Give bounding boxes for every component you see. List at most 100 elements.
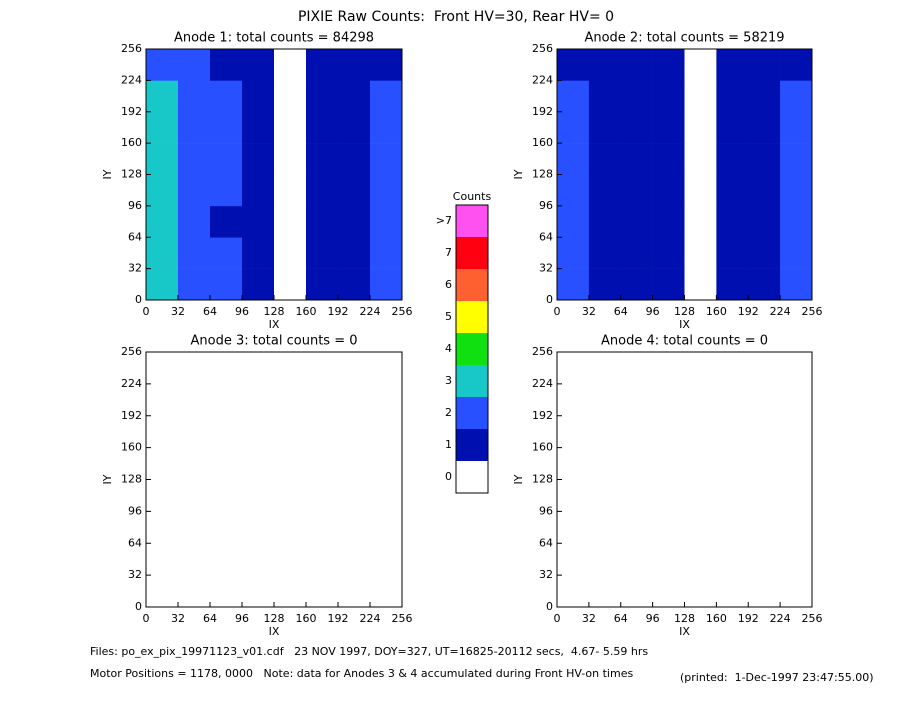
heat-cell xyxy=(780,205,813,238)
heat-cell xyxy=(557,49,590,81)
heat-cell xyxy=(652,268,685,301)
heat-cell xyxy=(748,237,781,269)
heat-cell xyxy=(620,80,653,113)
heat-cell xyxy=(557,352,622,417)
colorbar-swatch xyxy=(456,461,488,493)
heat-cell xyxy=(274,352,339,417)
y-tick-label: 256 xyxy=(532,345,553,358)
x-tick-label: 0 xyxy=(554,305,561,318)
panel-title: Anode 2: total counts = 58219 xyxy=(584,31,784,46)
heat-cell xyxy=(370,174,403,207)
heat-cell xyxy=(370,205,403,238)
heat-cell xyxy=(780,237,813,269)
y-tick-label: 224 xyxy=(532,73,553,86)
y-tick-label: 192 xyxy=(121,409,142,422)
panel-title: Anode 4: total counts = 0 xyxy=(601,334,768,349)
y-tick-label: 192 xyxy=(532,409,553,422)
y-tick-label: 128 xyxy=(121,168,142,181)
heat-cell xyxy=(370,111,403,144)
heat-cell xyxy=(716,268,749,301)
heat-cell xyxy=(684,268,717,301)
colorbar-swatch xyxy=(456,269,488,301)
heat-cell xyxy=(146,111,179,144)
y-tick-label: 128 xyxy=(532,168,553,181)
x-axis-label: IX xyxy=(269,318,280,331)
heat-cell xyxy=(620,543,685,608)
x-tick-label: 192 xyxy=(738,305,759,318)
heat-cell xyxy=(306,237,339,269)
y-tick-label: 96 xyxy=(539,199,553,212)
heat-cell xyxy=(652,80,685,113)
heat-cell xyxy=(780,49,813,81)
heat-cell xyxy=(306,143,339,175)
heat-cell xyxy=(146,205,179,238)
heat-cell xyxy=(557,174,590,207)
heat-cell xyxy=(620,205,653,238)
x-tick-label: 256 xyxy=(392,612,413,625)
heat-cell xyxy=(716,49,749,81)
heat-cell xyxy=(588,205,622,238)
x-tick-label: 224 xyxy=(770,305,791,318)
heat-cell xyxy=(274,237,307,269)
x-tick-label: 128 xyxy=(674,612,695,625)
colorbar-label: 4 xyxy=(445,342,452,355)
x-tick-label: 64 xyxy=(203,612,217,625)
heat-cell xyxy=(620,111,653,144)
heat-cell xyxy=(370,237,403,269)
x-axis-label: IX xyxy=(679,318,690,331)
x-tick-label: 32 xyxy=(582,612,596,625)
heat-cell xyxy=(684,415,749,480)
y-tick-label: 224 xyxy=(121,73,142,86)
heat-cell xyxy=(748,205,781,238)
heat-cell xyxy=(178,174,211,207)
y-tick-label: 192 xyxy=(532,105,553,118)
x-tick-label: 224 xyxy=(360,612,381,625)
colorbar-swatch xyxy=(456,365,488,397)
heat-cell xyxy=(557,143,590,175)
heat-cell xyxy=(242,80,275,113)
heat-cell xyxy=(146,543,211,608)
x-tick-label: 0 xyxy=(143,305,150,318)
colorbar-label: 5 xyxy=(445,310,452,323)
heat-cell xyxy=(780,174,813,207)
heat-cell xyxy=(716,237,749,269)
colorbar-label: 6 xyxy=(445,278,452,291)
heat-cell xyxy=(178,205,211,238)
heat-cell xyxy=(588,174,622,207)
heat-cell xyxy=(274,205,307,238)
heat-cell xyxy=(370,268,403,301)
heat-cell xyxy=(748,415,813,480)
y-tick-label: 256 xyxy=(121,345,142,358)
heat-cell xyxy=(274,543,339,608)
x-tick-label: 32 xyxy=(171,305,185,318)
heat-cell xyxy=(370,143,403,175)
heat-cell xyxy=(748,111,781,144)
figure-title: PIXIE Raw Counts: Front HV=30, Rear HV= … xyxy=(298,9,614,25)
x-tick-label: 192 xyxy=(328,612,349,625)
y-tick-label: 0 xyxy=(546,600,553,613)
heat-cell xyxy=(274,143,307,175)
heat-cell xyxy=(338,143,371,175)
heat-cell xyxy=(557,479,622,544)
colorbar-label: 1 xyxy=(445,438,452,451)
heat-cell xyxy=(652,205,685,238)
x-tick-label: 192 xyxy=(328,305,349,318)
x-tick-label: 64 xyxy=(203,305,217,318)
heat-cell xyxy=(146,49,179,81)
heat-cell xyxy=(716,111,749,144)
heat-cell xyxy=(338,111,371,144)
y-tick-label: 160 xyxy=(121,136,142,149)
y-tick-label: 256 xyxy=(121,42,142,55)
y-tick-label: 32 xyxy=(128,568,142,581)
heat-cell xyxy=(620,479,685,544)
x-axis-label: IX xyxy=(269,625,280,638)
heat-cell xyxy=(780,80,813,113)
heat-cell xyxy=(620,49,653,81)
heat-cell xyxy=(210,415,275,480)
y-tick-label: 256 xyxy=(532,42,553,55)
y-tick-label: 32 xyxy=(539,262,553,275)
heat-cell xyxy=(748,543,813,608)
heat-cell xyxy=(716,205,749,238)
heat-cell xyxy=(178,268,211,301)
heat-cell xyxy=(338,352,403,417)
